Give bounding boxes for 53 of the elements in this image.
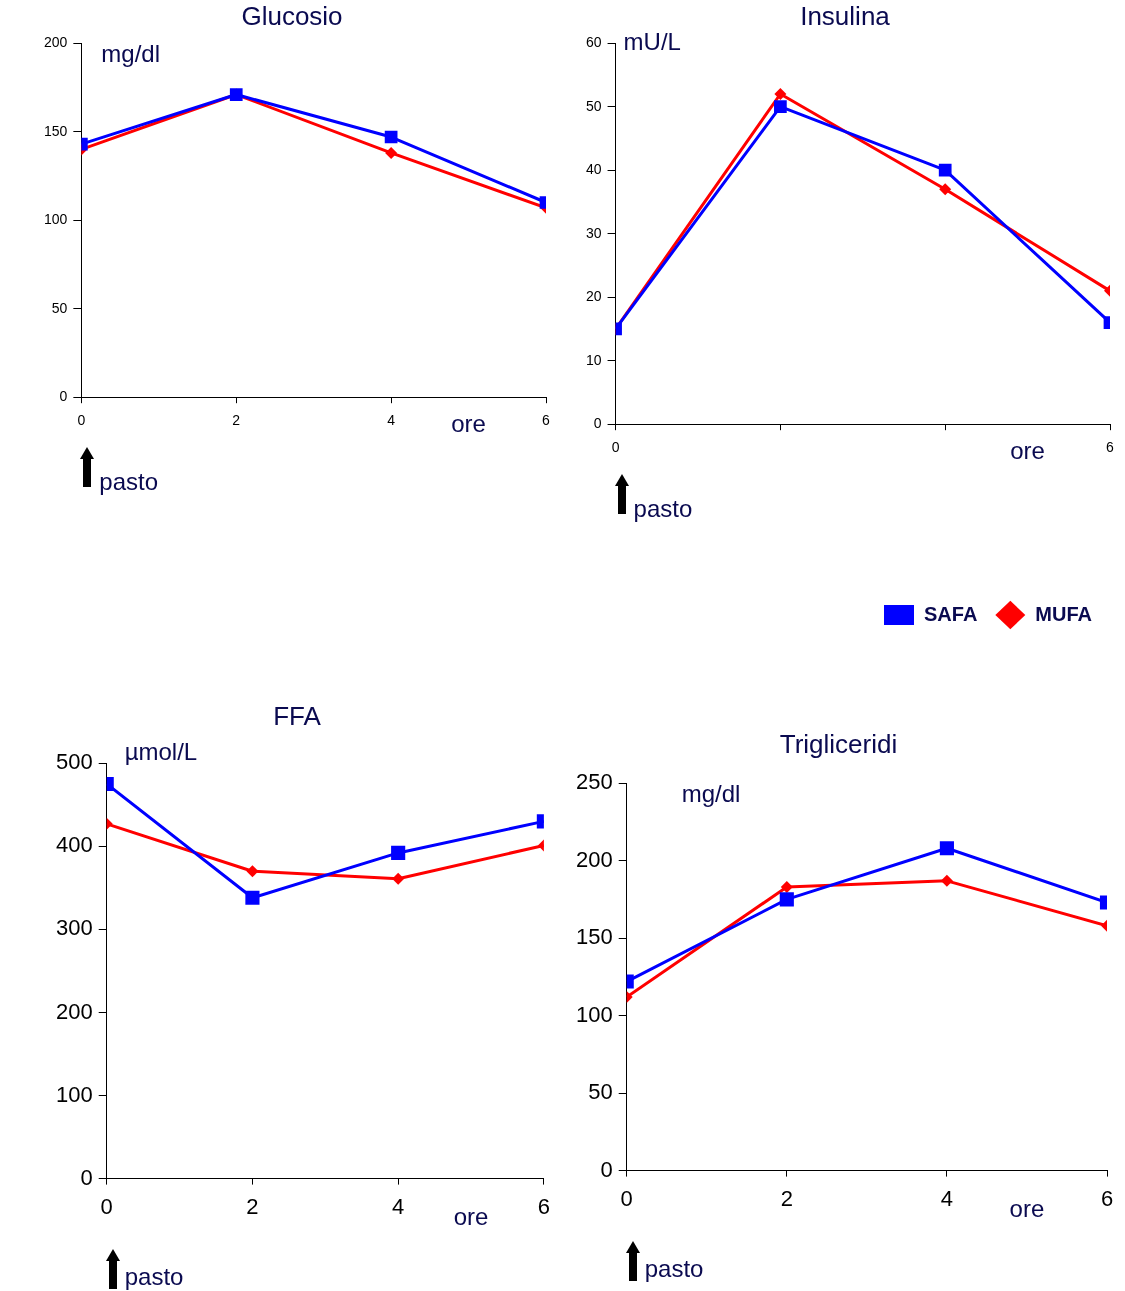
y-tick-label: 50 <box>588 1079 613 1105</box>
y-axis-title: mU/L <box>623 27 681 55</box>
x-tick-label: 2 <box>246 1193 259 1219</box>
x-axis-title: ore <box>453 1203 489 1231</box>
y-tick-label: 100 <box>575 1001 613 1027</box>
y-tick-label: 20 <box>585 288 602 305</box>
legend-label: SAFA <box>924 602 978 625</box>
y-tick-label: 0 <box>80 1164 93 1190</box>
text: pasto <box>124 1263 184 1291</box>
y-tick-label: 300 <box>55 915 93 941</box>
x-tick-label: 2 <box>780 1185 793 1211</box>
y-tick-label: 0 <box>59 388 68 405</box>
text: pasto <box>99 467 159 495</box>
y-tick-label: 60 <box>585 34 602 51</box>
x-tick-label: 0 <box>620 1185 633 1211</box>
y-tick-label: 40 <box>585 161 602 178</box>
y-tick-label: 200 <box>575 846 613 872</box>
x-tick-label: 0 <box>100 1193 113 1219</box>
x-tick-label: 6 <box>1100 1185 1114 1211</box>
chart-title: Insulina <box>800 0 891 31</box>
y-tick-label: 50 <box>51 299 68 316</box>
y-axis-title: mg/dl <box>101 39 161 67</box>
y-axis-title: mg/dl <box>681 779 741 807</box>
y-tick-label: 150 <box>44 122 68 139</box>
x-tick-label: 4 <box>940 1185 954 1211</box>
text: pasto <box>644 1255 704 1283</box>
x-tick-label: 4 <box>392 1193 405 1219</box>
legend-label: MUFA <box>1035 602 1093 625</box>
y-tick-label: 150 <box>575 924 613 950</box>
x-axis-title: ore <box>1009 1195 1045 1223</box>
x-axis-title: ore <box>451 409 486 437</box>
y-tick-label: 50 <box>585 97 602 114</box>
y-tick-label: 250 <box>575 769 613 795</box>
x-tick-label: 6 <box>1106 439 1115 456</box>
x-tick-label: 4 <box>387 412 396 429</box>
chart-title: Glucosio <box>241 0 343 31</box>
text: pasto <box>633 494 693 522</box>
y-tick-label: 0 <box>600 1156 613 1182</box>
y-tick-label: 500 <box>55 749 93 775</box>
y-tick-label: 100 <box>55 1081 93 1107</box>
y-tick-label: 400 <box>55 832 93 858</box>
chart-title: FFA <box>273 700 322 731</box>
y-tick-label: 10 <box>585 351 602 368</box>
y-axis-title: µmol/L <box>124 737 198 765</box>
chart-title: Trigliceridi <box>779 728 898 759</box>
x-tick-label: 6 <box>537 1193 551 1219</box>
x-axis-title: ore <box>1010 436 1045 464</box>
y-tick-label: 200 <box>55 998 93 1024</box>
x-tick-label: 2 <box>232 412 241 429</box>
y-tick-label: 100 <box>44 211 68 228</box>
y-tick-label: 30 <box>585 224 602 241</box>
x-tick-label: 6 <box>542 412 551 429</box>
y-tick-label: 200 <box>44 34 68 51</box>
